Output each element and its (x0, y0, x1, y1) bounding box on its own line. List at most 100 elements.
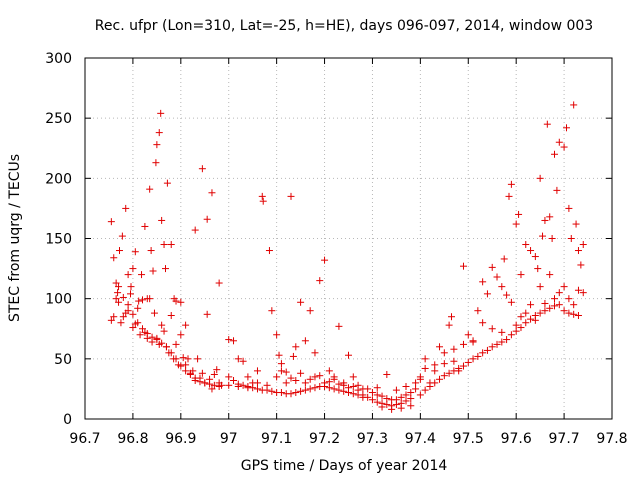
data-point (147, 247, 155, 255)
data-point (522, 241, 530, 249)
data-point (345, 384, 352, 392)
data-point (498, 338, 506, 346)
data-point (215, 279, 223, 287)
data-point (421, 364, 429, 372)
data-point (570, 301, 578, 309)
data-point (179, 354, 187, 362)
data-point (354, 386, 362, 394)
data-point (565, 204, 573, 212)
data-point (273, 331, 281, 339)
data-point (335, 386, 343, 394)
data-point (182, 361, 190, 369)
data-point (469, 355, 477, 363)
data-point (161, 265, 169, 273)
y-tick-labels: 0 50 100 150 200 250 300 (45, 51, 72, 428)
data-point (551, 302, 559, 310)
data-point (306, 307, 314, 315)
data-point (321, 379, 329, 387)
data-point (531, 253, 539, 261)
data-point (450, 345, 458, 353)
data-point (160, 241, 168, 249)
data-point (127, 283, 135, 291)
data-point (325, 367, 333, 375)
data-point (153, 336, 161, 344)
data-point (543, 120, 551, 128)
data-point (527, 247, 535, 255)
data-point (277, 367, 285, 375)
data-point (450, 357, 458, 365)
data-point (364, 385, 372, 393)
data-point (138, 325, 146, 333)
data-point (112, 295, 120, 303)
data-point (464, 358, 472, 366)
data-point (555, 301, 563, 309)
data-point (134, 304, 142, 312)
data-point (431, 367, 439, 375)
data-point (397, 393, 405, 401)
data-point (208, 189, 216, 197)
data-point (325, 378, 333, 386)
data-point (349, 390, 357, 398)
data-point (378, 403, 386, 411)
data-point (412, 379, 420, 387)
data-point (110, 313, 118, 321)
x-axis-label: GPS time / Days of year 2014 (241, 458, 448, 474)
x-tick-label: 97.3 (357, 431, 388, 447)
data-point (479, 349, 487, 357)
data-point (208, 385, 216, 393)
data-point (107, 218, 115, 226)
data-point (138, 271, 146, 279)
data-point (146, 185, 154, 193)
data-point (483, 290, 491, 298)
data-point (282, 379, 290, 387)
data-point (570, 310, 578, 318)
data-point (515, 210, 523, 218)
data-point (297, 387, 305, 395)
data-point (555, 289, 563, 297)
data-point (306, 375, 314, 383)
grid-lines (85, 58, 612, 419)
data-point (162, 343, 170, 351)
data-point (177, 331, 185, 339)
data-point (539, 232, 547, 240)
data-point (551, 295, 559, 303)
data-point (191, 374, 199, 382)
data-point (517, 313, 525, 321)
data-point (373, 384, 381, 392)
data-point (572, 220, 580, 228)
data-point (239, 381, 247, 389)
data-point (234, 383, 242, 391)
data-point (541, 216, 549, 224)
data-point (507, 331, 515, 339)
data-point (253, 385, 261, 393)
data-point (213, 366, 221, 374)
data-point (565, 295, 573, 303)
data-point (127, 290, 135, 298)
data-point (512, 321, 520, 329)
data-point (114, 289, 122, 297)
data-point (282, 368, 290, 376)
data-point (110, 254, 118, 262)
data-point (553, 186, 561, 194)
data-point (368, 396, 376, 404)
y-tick-label: 150 (45, 232, 72, 248)
data-point (311, 373, 319, 381)
data-point (407, 389, 415, 397)
data-point (112, 279, 120, 287)
data-point (182, 321, 190, 329)
data-points (107, 101, 587, 413)
data-point (541, 307, 549, 315)
data-point (335, 380, 343, 388)
x-tick-label: 97.8 (596, 431, 627, 447)
data-point (565, 309, 573, 317)
data-point (117, 319, 125, 327)
data-point (141, 222, 149, 230)
data-point (321, 256, 329, 264)
data-point (349, 373, 357, 381)
data-point (167, 312, 175, 320)
data-point (301, 386, 309, 394)
data-point (292, 389, 300, 397)
y-tick-label: 250 (45, 111, 72, 127)
x-tick-label: 97.6 (501, 431, 532, 447)
data-point (459, 362, 467, 370)
